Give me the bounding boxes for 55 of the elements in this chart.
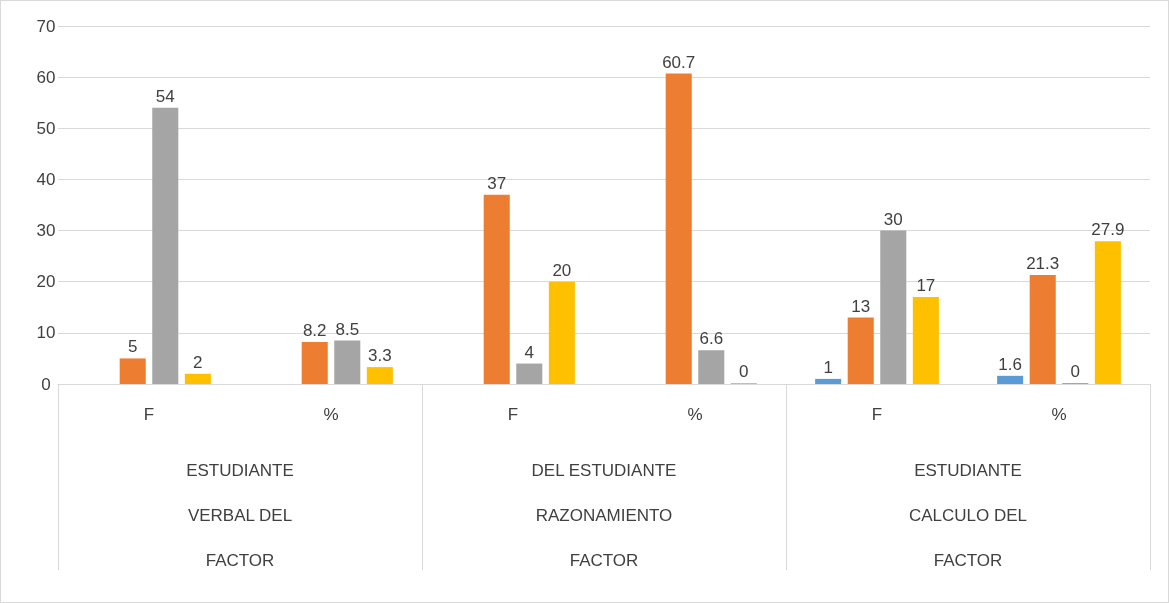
data-label: 2 <box>193 352 203 372</box>
data-label: 8.5 <box>335 319 360 339</box>
bar <box>483 194 510 384</box>
data-label: 60.7 <box>662 52 696 72</box>
data-label: 8.2 <box>302 321 327 341</box>
data-label: 4 <box>524 342 535 362</box>
x-tick-label: F <box>143 405 155 424</box>
bar <box>301 342 328 384</box>
x-tick-label: F <box>871 405 883 424</box>
bar <box>665 73 692 384</box>
data-label: 27.9 <box>1091 220 1125 240</box>
data-label: 6.6 <box>699 329 724 349</box>
y-tick-label: 0 <box>41 374 51 394</box>
bar <box>815 378 842 384</box>
text: ESTUDIANTE CALCULO DEL FACTOR <box>908 461 1028 570</box>
data-label: 54 <box>155 86 175 106</box>
x-tick-label: % <box>687 405 703 424</box>
data-label: 3.3 <box>368 346 392 366</box>
bar <box>548 281 575 384</box>
x-tick-label: % <box>1051 405 1067 424</box>
x-tick-label: % <box>323 405 339 424</box>
y-tick-label: 60 <box>36 67 56 87</box>
bar <box>698 350 725 384</box>
data-label: 1.6 <box>998 354 1022 374</box>
bar <box>516 363 543 384</box>
y-tick-label: 70 <box>36 16 56 36</box>
data-label: 20 <box>552 260 572 280</box>
bar <box>184 373 211 384</box>
bar <box>334 340 361 384</box>
text: DEL ESTUDIANTE RAZONAMIENTO FACTOR <box>531 461 677 570</box>
data-label: 0 <box>1070 362 1081 381</box>
y-tick-label: 20 <box>36 272 56 292</box>
text: ESTUDIANTE VERBAL DEL FACTOR <box>186 461 294 570</box>
data-label: 13 <box>851 296 871 316</box>
bar <box>366 367 393 384</box>
bar <box>1094 241 1121 384</box>
bar <box>152 107 179 384</box>
data-label: 0 <box>739 362 749 381</box>
bar <box>997 375 1024 384</box>
data-label: 21.3 <box>1026 254 1060 274</box>
bar <box>847 317 874 384</box>
data-label: 17 <box>916 276 936 296</box>
y-tick-label: 10 <box>36 323 56 343</box>
y-tick-label: 40 <box>36 169 56 189</box>
data-label: 1 <box>823 357 833 377</box>
data-label: 30 <box>883 209 903 229</box>
bar <box>119 358 146 384</box>
bar <box>1029 275 1056 384</box>
data-label: 5 <box>127 337 138 357</box>
bar <box>912 297 939 384</box>
bar <box>880 230 907 384</box>
data-label: 37 <box>487 173 507 193</box>
y-tick-label: 30 <box>36 221 56 241</box>
y-tick-label: 50 <box>36 118 56 138</box>
x-tick-label: F <box>507 405 519 424</box>
